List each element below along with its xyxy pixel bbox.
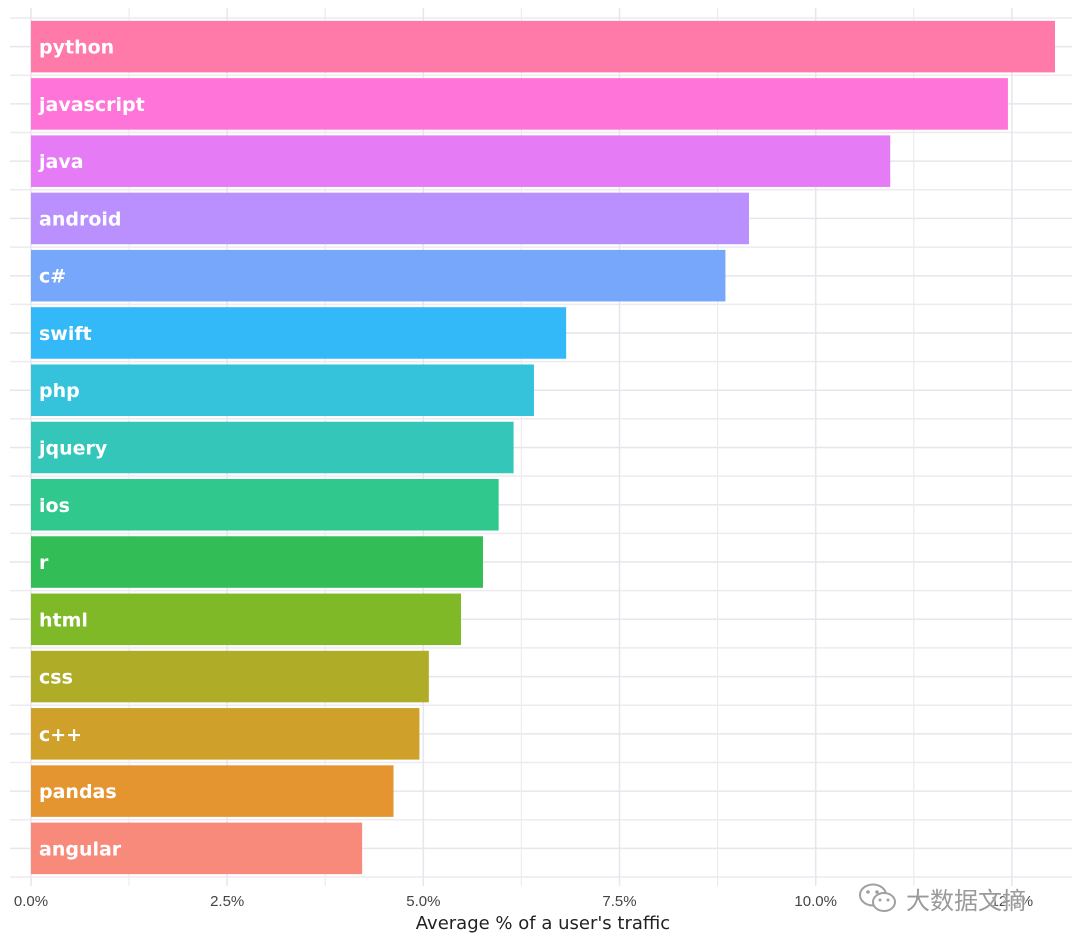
x-axis-ticks: 0.0% 2.5% 5.0% 7.5% 10.0% 12.5%	[14, 893, 1033, 910]
bar-label: c#	[39, 266, 66, 288]
bar-css: css	[31, 650, 429, 703]
wechat-icon	[859, 883, 896, 912]
bar-label: angular	[39, 838, 122, 860]
x-tick-label: 7.5%	[602, 893, 636, 910]
bar-rect	[31, 650, 429, 703]
x-axis-title: Average % of a user's traffic	[416, 913, 670, 934]
bar-php: php	[31, 364, 534, 417]
x-tick-label: 2.5%	[210, 893, 244, 910]
bar-java: java	[31, 135, 891, 187]
bar-rect	[31, 364, 534, 417]
bar-rect	[31, 478, 499, 531]
bar-swift: swift	[31, 307, 567, 359]
bar-angular: angular	[31, 822, 363, 875]
bar-rect	[31, 135, 891, 187]
bar-label: python	[39, 37, 114, 59]
bar-python: python	[31, 20, 1055, 73]
bar-rect	[31, 822, 363, 875]
bar-html: html	[31, 593, 462, 646]
bar-rect	[31, 249, 726, 302]
bar-rect	[31, 20, 1055, 73]
bar-c: c#	[31, 249, 726, 302]
bar-label: css	[39, 667, 73, 689]
bar-r: r	[31, 536, 483, 588]
bar-rect	[31, 765, 394, 817]
bar-label: jquery	[38, 438, 108, 460]
bar-label: swift	[39, 323, 92, 345]
bar-jquery: jquery	[31, 421, 514, 474]
x-tick-label: 12.5%	[991, 893, 1034, 910]
bar-label: java	[38, 151, 84, 173]
bars-layer: python javascript java android c# swift php jqu…	[31, 20, 1055, 875]
bar-rect	[31, 421, 514, 474]
bar-label: javascript	[38, 94, 145, 116]
x-tick-label: 10.0%	[794, 893, 837, 910]
bar-label: ios	[39, 495, 70, 517]
bar-label: c++	[39, 724, 82, 746]
x-tick-label: 0.0%	[14, 893, 48, 910]
bar-label: html	[39, 609, 88, 631]
bar-label: android	[39, 208, 122, 230]
bar-rect	[31, 307, 567, 359]
bar-rect	[31, 593, 462, 646]
watermark-text: 大数据文摘	[906, 886, 1026, 915]
bar-label: r	[39, 552, 49, 574]
x-tick-label: 5.0%	[406, 893, 440, 910]
bar-rect	[31, 708, 420, 760]
bar-android: android	[31, 192, 749, 245]
watermark: 大数据文摘	[858, 878, 1026, 918]
bar-label: pandas	[39, 781, 117, 803]
bar-rect	[31, 78, 1008, 130]
bar-c: c++	[31, 708, 420, 760]
bar-rect	[31, 536, 483, 588]
bar-label: php	[39, 380, 80, 402]
bar-ios: ios	[31, 478, 499, 531]
grid-layer	[10, 8, 1072, 886]
bar-javascript: javascript	[31, 78, 1008, 130]
bar-pandas: pandas	[31, 765, 394, 817]
bar-rect	[31, 192, 749, 245]
